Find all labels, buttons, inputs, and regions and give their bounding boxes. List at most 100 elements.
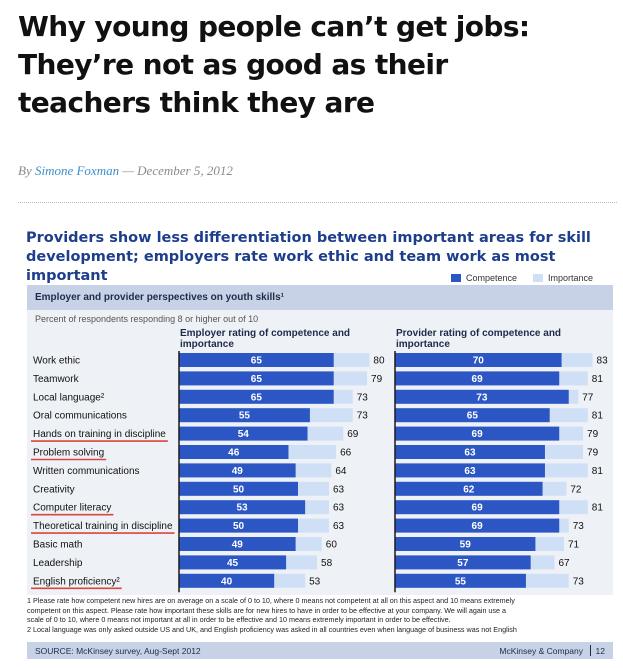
importance-value-label: 58 bbox=[321, 558, 333, 569]
competence-value-label: 46 bbox=[228, 448, 240, 459]
category-label: Oral communications bbox=[33, 411, 127, 422]
article-headline: Why young people can’t get jobs: They’re… bbox=[18, 8, 608, 122]
footnote-line-4: 2 Local language was only asked outside … bbox=[27, 624, 517, 634]
category-label: Local language² bbox=[33, 392, 105, 403]
chart-legend: Competence Importance bbox=[451, 273, 609, 283]
importance-value-label: 73 bbox=[357, 411, 369, 422]
competence-value-label: 65 bbox=[467, 411, 479, 422]
headline-line-2: They’re not as good as their bbox=[18, 48, 448, 81]
category-label: Creativity bbox=[33, 484, 75, 495]
category-label: Written communications bbox=[33, 466, 140, 477]
competence-value-label: 55 bbox=[239, 411, 251, 422]
byline: By Simone Foxman — December 5, 2012 bbox=[18, 163, 233, 179]
competence-value-label: 49 bbox=[232, 540, 244, 551]
importance-value-label: 63 bbox=[333, 503, 345, 514]
competence-value-label: 40 bbox=[221, 576, 233, 587]
date-separator: — bbox=[122, 163, 134, 178]
competence-value-label: 65 bbox=[251, 374, 263, 385]
legend-swatch-competence bbox=[451, 274, 461, 282]
importance-value-label: 63 bbox=[333, 484, 345, 495]
headline-line-3: teachers think they are bbox=[18, 86, 375, 119]
importance-value-label: 63 bbox=[333, 521, 345, 532]
source-note: SOURCE: McKinsey survey, Aug-Sept 2012 bbox=[35, 646, 201, 656]
category-label: Problem solving bbox=[33, 448, 104, 459]
importance-value-label: 83 bbox=[597, 356, 609, 367]
competence-value-label: 65 bbox=[251, 392, 263, 403]
competence-value-label: 69 bbox=[472, 429, 484, 440]
importance-value-label: 69 bbox=[347, 429, 359, 440]
figure-title: Providers show less differentiation betw… bbox=[26, 229, 616, 286]
category-label: English proficiency² bbox=[33, 576, 120, 587]
footnotes: 1 Please rate how competent new hires ar… bbox=[27, 596, 617, 634]
competence-bar bbox=[179, 555, 287, 570]
figure-title-line-2: development; employers rate work ethic a… bbox=[26, 249, 556, 284]
category-label: Leadership bbox=[33, 558, 83, 569]
competence-value-label: 59 bbox=[460, 540, 472, 551]
figure-footer: SOURCE: McKinsey survey, Aug-Sept 2012 M… bbox=[27, 642, 613, 659]
competence-value-label: 69 bbox=[472, 521, 484, 532]
legend-swatch-importance bbox=[533, 274, 544, 282]
competence-bar bbox=[179, 426, 308, 441]
competence-bar bbox=[179, 371, 334, 386]
author-link[interactable]: Simone Foxman bbox=[34, 163, 120, 178]
competence-bar bbox=[395, 500, 560, 515]
competence-value-label: 65 bbox=[251, 356, 263, 367]
category-label: Work ethic bbox=[33, 356, 80, 367]
importance-value-label: 77 bbox=[582, 392, 594, 403]
headline-line-1: Why young people can’t get jobs: bbox=[18, 10, 530, 43]
importance-value-label: 79 bbox=[587, 429, 599, 440]
importance-value-label: 80 bbox=[373, 356, 385, 367]
importance-value-label: 73 bbox=[573, 521, 585, 532]
provider-column-title: Provider rating of competence and import… bbox=[396, 328, 562, 350]
publisher-name: McKinsey & Company bbox=[499, 646, 583, 656]
competence-bar bbox=[179, 500, 306, 515]
competence-value-label: 69 bbox=[472, 374, 484, 385]
competence-value-label: 50 bbox=[233, 521, 245, 532]
competence-bar bbox=[395, 537, 536, 551]
competence-bar bbox=[395, 371, 560, 386]
competence-bar bbox=[179, 573, 275, 588]
page-number: 12 bbox=[595, 646, 605, 656]
competence-bar bbox=[179, 389, 334, 404]
category-label: Theoretical training in discipline bbox=[33, 521, 173, 532]
chart-panel: Employer and provider perspectives on yo… bbox=[27, 285, 613, 595]
importance-value-label: 64 bbox=[335, 466, 347, 477]
competence-bar bbox=[179, 518, 298, 533]
importance-value-label: 81 bbox=[592, 374, 604, 385]
byline-prefix: By bbox=[18, 163, 32, 178]
importance-value-label: 71 bbox=[568, 540, 580, 551]
importance-value-label: 72 bbox=[570, 484, 582, 495]
footer-separator bbox=[590, 645, 591, 656]
competence-bar bbox=[395, 481, 543, 496]
importance-value-label: 73 bbox=[357, 392, 369, 403]
legend-label-importance: Importance bbox=[548, 273, 594, 283]
competence-value-label: 45 bbox=[227, 558, 239, 569]
competence-value-label: 62 bbox=[463, 484, 475, 495]
competence-bar bbox=[395, 463, 545, 478]
competence-value-label: 50 bbox=[233, 484, 245, 495]
category-label: Basic math bbox=[33, 540, 82, 551]
importance-value-label: 81 bbox=[592, 466, 604, 477]
competence-value-label: 57 bbox=[457, 558, 469, 569]
importance-value-label: 53 bbox=[309, 576, 321, 587]
panel-title: Employer and provider perspectives on yo… bbox=[35, 292, 284, 303]
competence-bar bbox=[179, 537, 296, 551]
competence-bar bbox=[179, 463, 296, 478]
importance-value-label: 81 bbox=[592, 411, 604, 422]
publish-date: December 5, 2012 bbox=[137, 163, 233, 178]
competence-bar bbox=[395, 408, 550, 423]
competence-value-label: 63 bbox=[464, 466, 476, 477]
category-label: Hands on training in discipline bbox=[33, 429, 166, 440]
competence-bar bbox=[395, 426, 560, 441]
footnote-line-3: scale of 0 to 10, where 0 means not impo… bbox=[27, 615, 451, 625]
category-label: Computer literacy bbox=[33, 503, 111, 514]
competence-value-label: 55 bbox=[455, 576, 467, 587]
competence-value-label: 73 bbox=[476, 392, 488, 403]
competence-value-label: 53 bbox=[237, 503, 249, 514]
competence-bar bbox=[395, 555, 531, 570]
competence-bar bbox=[179, 445, 289, 459]
footnote-line-2: competent on this aspect. Please rate ho… bbox=[27, 605, 507, 615]
panel-header: Employer and provider perspectives on yo… bbox=[27, 285, 613, 310]
employer-column-title: Employer rating of competence and import… bbox=[180, 328, 351, 350]
legend-label-competence: Competence bbox=[466, 273, 518, 283]
